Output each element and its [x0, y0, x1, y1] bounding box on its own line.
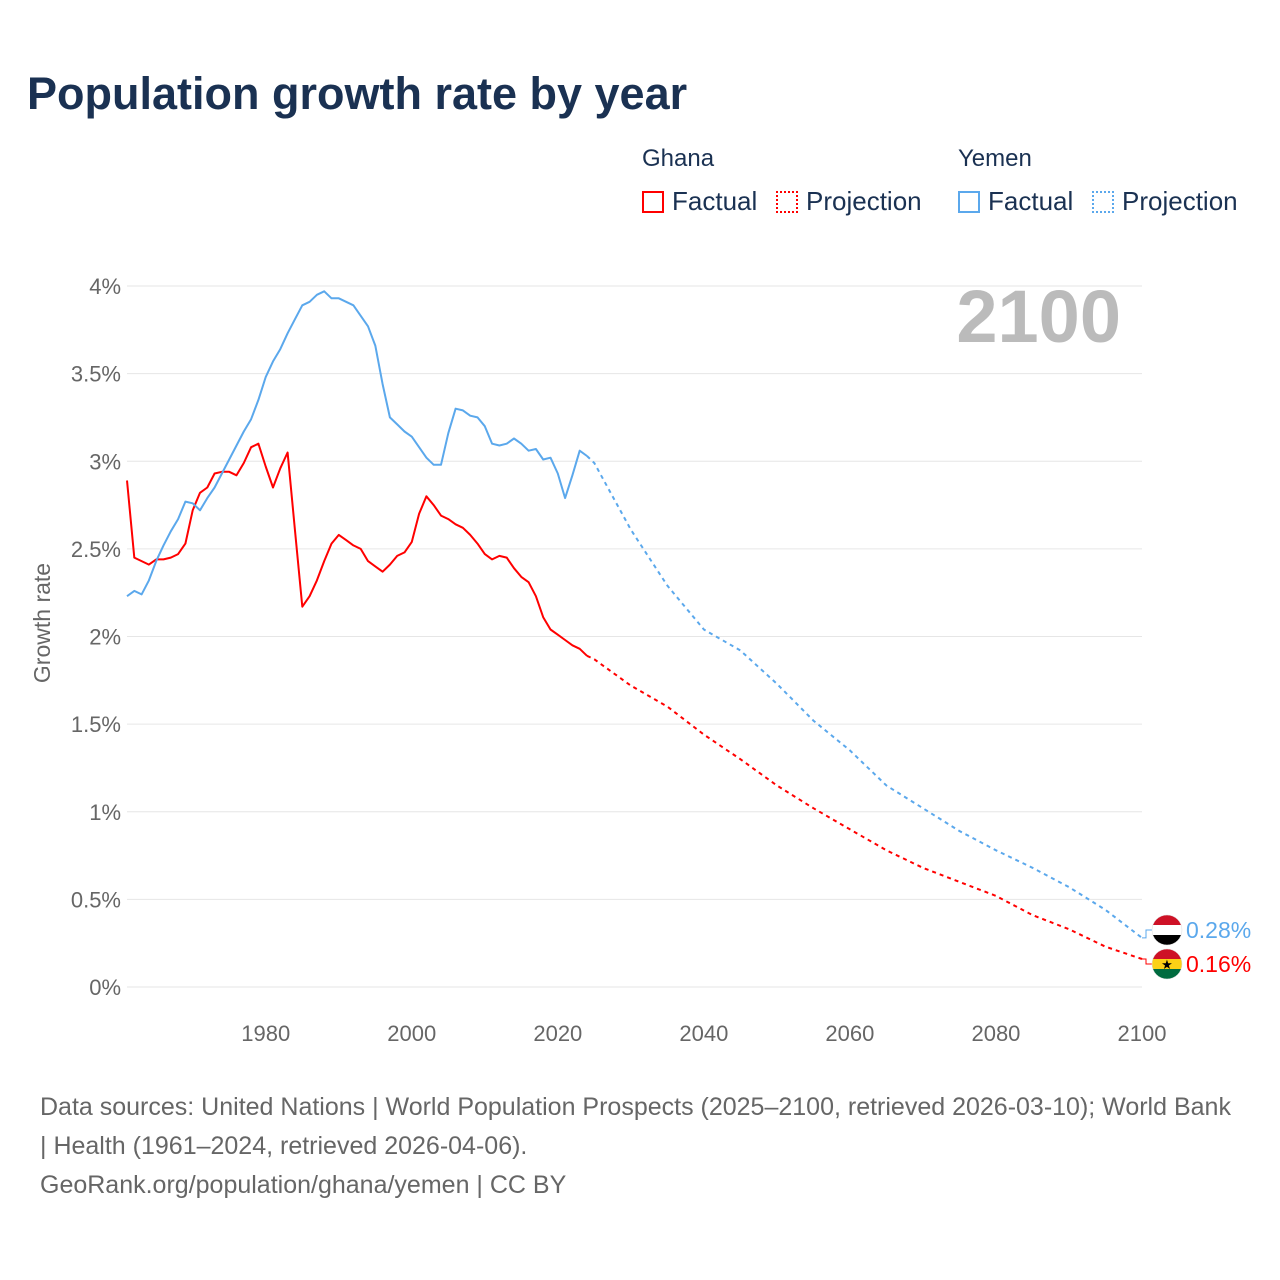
legend-label: Factual	[672, 186, 758, 216]
legend-group-yemen: Yemen	[958, 145, 1032, 172]
y-tick-label: 4%	[89, 274, 121, 299]
x-tick-label: 2080	[971, 1021, 1020, 1046]
y-tick-label: 0.5%	[71, 887, 121, 912]
x-tick-label: 2040	[679, 1021, 728, 1046]
legend-ghana-projection[interactable]: Projection	[776, 186, 922, 217]
ghana-flag-icon: ★	[1151, 948, 1183, 980]
legend-group-ghana: Ghana	[642, 145, 715, 172]
y-tick-label: 1%	[89, 800, 121, 825]
x-tick-label: 2020	[533, 1021, 582, 1046]
x-tick-label: 2000	[387, 1021, 436, 1046]
legend-label: Projection	[1122, 186, 1238, 216]
year-label: 2100	[956, 275, 1121, 358]
yemen-end-value: 0.28%	[1186, 917, 1251, 943]
ghana-factual-line	[126, 442, 588, 657]
yemen-factual-line	[126, 290, 588, 598]
data-sources: Data sources: United Nations | World Pop…	[40, 1093, 1231, 1160]
legend-ghana-factual[interactable]: Factual	[642, 186, 757, 217]
footer: Data sources: United Nations | World Pop…	[40, 1088, 1240, 1205]
x-tick-label: 2100	[1118, 1021, 1167, 1046]
y-tick-label: 2.5%	[71, 537, 121, 562]
y-tick-label: 1.5%	[71, 712, 121, 737]
chart-title: Population growth rate by year	[27, 68, 688, 119]
legend-yemen-projection[interactable]: Projection	[1092, 186, 1238, 217]
y-tick-label: 0%	[89, 975, 121, 1000]
svg-text:★: ★	[1161, 957, 1173, 972]
ghana-end-value: 0.16%	[1186, 951, 1251, 977]
legend-swatch-dotted	[1092, 190, 1114, 213]
y-tick-label: 3.5%	[71, 362, 121, 387]
ghana-projection-line	[586, 654, 1143, 960]
line-chart: 0% 0.5% 1% 1.5% 2% 2.5% 3% 3.5% 4% 1980 2000 2020 2…	[29, 274, 1251, 1046]
y-axis-label: Growth rate	[29, 563, 55, 683]
legend-yemen-factual[interactable]: Factual	[958, 186, 1073, 217]
legend-swatch-solid	[642, 190, 664, 213]
x-tick-label: 2060	[825, 1021, 874, 1046]
source-link[interactable]: GeoRank.org/population/ghana/yemen | CC …	[40, 1171, 567, 1199]
legend-swatch-dotted	[776, 190, 798, 213]
y-tick-label: 2%	[89, 625, 121, 650]
legend-label: Factual	[988, 186, 1074, 216]
end-connector	[1142, 929, 1152, 939]
x-tick-label: 1980	[241, 1021, 290, 1046]
yemen-flag-icon	[1151, 914, 1183, 946]
end-connector	[1142, 958, 1152, 965]
legend-swatch-solid	[958, 190, 980, 213]
legend-label: Projection	[806, 186, 922, 216]
y-tick-label: 3%	[89, 449, 121, 474]
yemen-projection-line	[586, 455, 1143, 939]
